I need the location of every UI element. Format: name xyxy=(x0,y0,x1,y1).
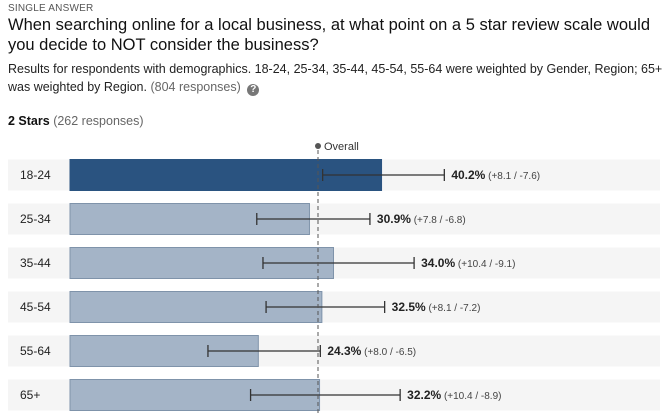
bar-chart: Overall 18-24 40.2% (+8.1 / -7.6) 25-34 30.9… xyxy=(8,141,660,416)
results-description: Results for respondents with demographic… xyxy=(8,60,663,96)
value-label: 30.9% (+7.8 / -6.8) xyxy=(377,212,466,226)
category-label: 35-44 xyxy=(20,256,51,270)
answer-label: 2 Stars xyxy=(8,114,50,128)
demographics-note: Results for respondents with demographic… xyxy=(8,62,663,94)
question-circle-icon[interactable]: ? xyxy=(247,84,260,96)
error-range-label: (+8.1 / -7.6) xyxy=(485,171,540,182)
answer-section-header: 2 Stars (262 responses) xyxy=(8,114,144,128)
value-label: 34.0% (+10.4 / -9.1) xyxy=(421,256,515,270)
error-range-label: (+10.4 / -8.9) xyxy=(441,391,501,402)
error-range-label: (+8.1 / -7.2) xyxy=(426,303,481,314)
question-type-label: SINGLE ANSWER xyxy=(8,3,94,14)
value-percent: 24.3% xyxy=(327,344,361,358)
total-responses: (804 responses) xyxy=(150,80,241,94)
value-label: 40.2% (+8.1 / -7.6) xyxy=(451,168,540,182)
value-label: 32.2% (+10.4 / -8.9) xyxy=(407,388,501,402)
reference-marker xyxy=(315,143,321,149)
value-percent: 32.5% xyxy=(392,300,426,314)
value-label: 24.3% (+8.0 / -6.5) xyxy=(327,344,416,358)
reference-label: Overall xyxy=(324,141,359,153)
category-label: 25-34 xyxy=(20,212,51,226)
answer-responses: (262 responses) xyxy=(53,114,144,128)
category-label: 18-24 xyxy=(20,168,51,182)
value-label: 32.5% (+8.1 / -7.2) xyxy=(392,300,481,314)
value-percent: 34.0% xyxy=(421,256,455,270)
error-range-label: (+8.0 / -6.5) xyxy=(361,347,416,358)
category-label: 55-64 xyxy=(20,344,51,358)
question-title: When searching online for a local busine… xyxy=(8,16,651,54)
value-percent: 30.9% xyxy=(377,212,411,226)
value-percent: 32.2% xyxy=(407,388,441,402)
value-percent: 40.2% xyxy=(451,168,485,182)
category-label: 65+ xyxy=(20,388,40,402)
category-label: 45-54 xyxy=(20,300,51,314)
error-range-label: (+10.4 / -9.1) xyxy=(455,259,515,270)
error-range-label: (+7.8 / -6.8) xyxy=(411,215,466,226)
